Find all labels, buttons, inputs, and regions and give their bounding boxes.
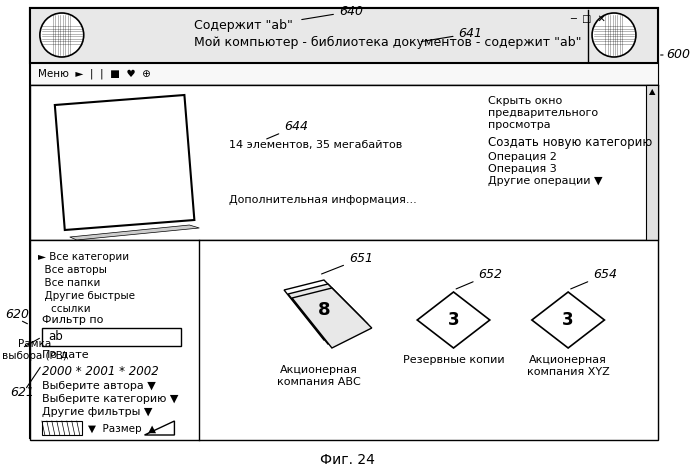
Text: 3: 3 [562,311,574,329]
Text: 600: 600 [666,49,690,62]
Text: ▼  Размер  ▲: ▼ Размер ▲ [87,424,156,434]
Text: Рамка
выбора (РВ): Рамка выбора (РВ) [2,339,67,361]
Text: Скрыть окно: Скрыть окно [489,96,563,106]
Text: 620: 620 [5,309,29,322]
Polygon shape [70,225,199,240]
Polygon shape [532,292,605,348]
Text: Все авторы: Все авторы [38,265,107,275]
Text: 641: 641 [421,27,482,41]
Polygon shape [55,95,194,230]
Circle shape [40,13,84,57]
Text: Меню  ►  |  |  ■  ♥  ⊕: Меню ► | | ■ ♥ ⊕ [38,69,151,79]
Text: 8: 8 [317,301,330,319]
Text: просмотра: просмотра [489,120,551,130]
Text: Резервные копии: Резервные копии [403,355,505,365]
Text: 644: 644 [267,120,308,139]
Polygon shape [417,292,490,348]
Text: Дополнительная информация...: Дополнительная информация... [229,195,417,205]
Text: Фиг. 24: Фиг. 24 [320,453,375,467]
Text: Все папки: Все папки [38,278,100,288]
Text: предварительного: предварительного [489,108,598,118]
Bar [30,85,658,240]
Text: Операция 3: Операция 3 [489,164,557,174]
Text: ab: ab [48,331,63,343]
Bar [30,240,658,440]
Polygon shape [145,421,175,435]
Bar [42,328,182,346]
Text: 640: 640 [302,5,363,20]
Text: Фильтр по: Фильтр по [42,315,103,325]
Polygon shape [292,288,372,348]
Bar [30,8,658,63]
Text: 652: 652 [456,268,503,289]
Text: Другие операции ▼: Другие операции ▼ [489,176,603,186]
Text: Другие быстрые: Другие быстрые [38,291,135,301]
Text: 654: 654 [570,268,617,289]
Text: 2000 * 2001 * 2002: 2000 * 2001 * 2002 [42,365,159,378]
Text: Мой компьютер - библиотека документов - содержит "ab": Мой компьютер - библиотека документов - … [194,35,582,49]
Text: 651: 651 [322,252,373,274]
Text: Акционерная
компания XYZ: Акционерная компания XYZ [527,355,610,377]
Bar [42,421,82,435]
Polygon shape [288,284,368,344]
Text: Акционерная
компания АВС: Акционерная компания АВС [277,365,361,387]
Text: ► Все категории: ► Все категории [38,252,129,262]
Text: По дате: По дате [42,350,89,360]
Bar [30,63,658,85]
Text: 14 элементов, 35 мегабайтов: 14 элементов, 35 мегабайтов [229,140,403,150]
Text: Операция 2: Операция 2 [489,152,557,162]
Text: Выберите автора ▼: Выберите автора ▼ [42,381,156,391]
Polygon shape [284,280,363,340]
Text: ─  □  ✕: ─ □ ✕ [570,14,606,24]
Text: Другие фильтры ▼: Другие фильтры ▼ [42,407,152,417]
Text: 621: 621 [10,385,34,398]
Text: 3: 3 [447,311,459,329]
Text: Выберите категорию ▼: Выберите категорию ▼ [42,394,178,404]
Text: ссылки: ссылки [38,304,90,314]
Circle shape [592,13,636,57]
Text: Содержит "ab": Содержит "ab" [194,18,294,32]
Bar [646,85,658,240]
Text: Создать новую категорию: Создать новую категорию [489,136,653,149]
Text: ▲: ▲ [649,88,655,97]
